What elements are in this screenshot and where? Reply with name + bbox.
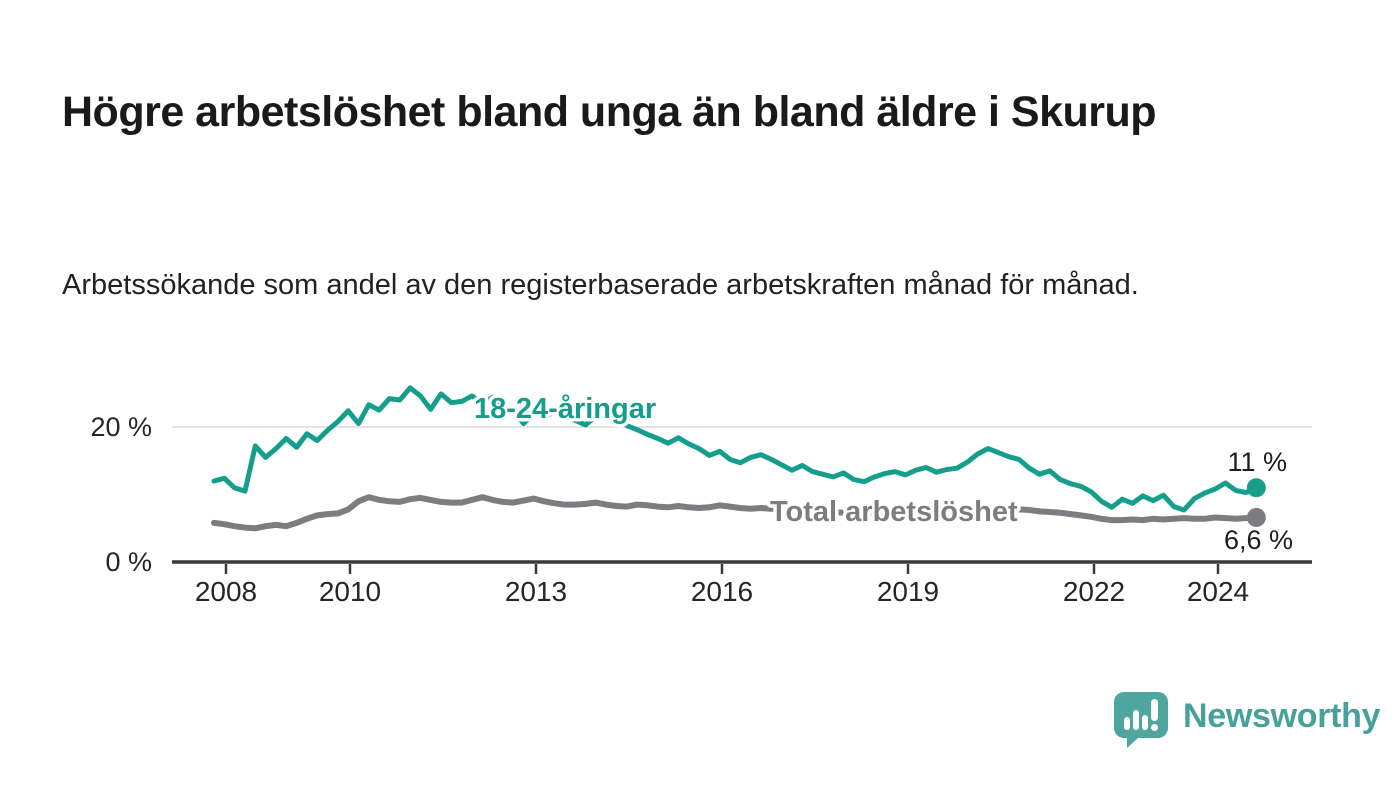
young-series-end-value: 11 %	[1227, 447, 1287, 477]
y-axis-tick-label: 20 %	[90, 412, 152, 442]
young-series-label: 18-24-åringar	[474, 393, 656, 425]
x-axis-tick-label: 2008	[195, 576, 257, 607]
total-series-end-dot	[1246, 507, 1266, 527]
y-axis-tick-label: 0 %	[105, 547, 152, 577]
x-axis-tick-label: 2016	[691, 576, 753, 607]
x-axis-tick-label: 2013	[505, 576, 567, 607]
total-unemployment-line	[211, 494, 1260, 532]
x-axis-tick-label: 2019	[877, 576, 939, 607]
x-axis-tick-label: 2022	[1063, 576, 1125, 607]
young-series-end-dot	[1246, 478, 1266, 498]
young-unemployment-line	[211, 385, 1259, 513]
page-title: Högre arbetslöshet bland unga än bland ä…	[62, 87, 1157, 136]
chart-subtitle: Arbetssökande som andel av den registerb…	[62, 269, 1139, 301]
total-series-label: Total arbetslöshet	[770, 496, 1018, 528]
bar-chart-speech-bubble-icon	[1114, 692, 1168, 748]
total-series-end-value: 6,6 %	[1224, 525, 1293, 555]
brand-wordmark: Newsworthy	[1183, 696, 1381, 735]
x-axis-tick-label: 2010	[319, 576, 381, 607]
x-axis-tick-label: 2024	[1187, 576, 1249, 607]
newsworthy-brand: Newsworthy	[1113, 684, 1381, 748]
